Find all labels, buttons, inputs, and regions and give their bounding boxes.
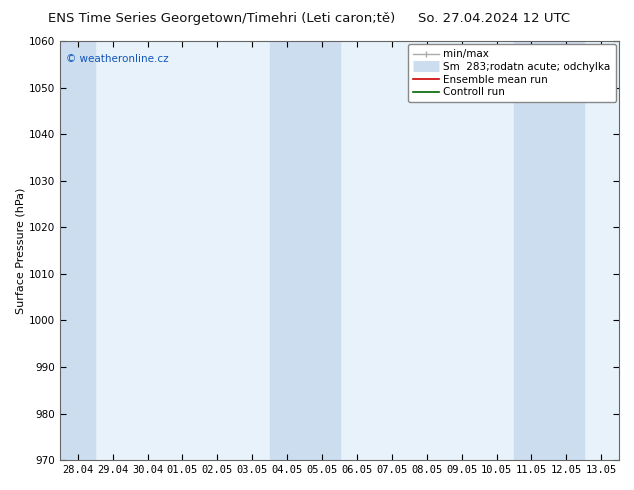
- Legend: min/max, Sm  283;rodatn acute; odchylka, Ensemble mean run, Controll run: min/max, Sm 283;rodatn acute; odchylka, …: [408, 44, 616, 102]
- Text: © weatheronline.cz: © weatheronline.cz: [66, 53, 169, 64]
- Bar: [269, 41, 339, 460]
- Bar: [60, 41, 95, 460]
- Text: So. 27.04.2024 12 UTC: So. 27.04.2024 12 UTC: [418, 12, 571, 25]
- Text: ENS Time Series Georgetown/Timehri (Leti caron;tě): ENS Time Series Georgetown/Timehri (Leti…: [48, 12, 396, 25]
- Bar: [514, 41, 584, 460]
- Y-axis label: Surface Pressure (hPa): Surface Pressure (hPa): [15, 187, 25, 314]
